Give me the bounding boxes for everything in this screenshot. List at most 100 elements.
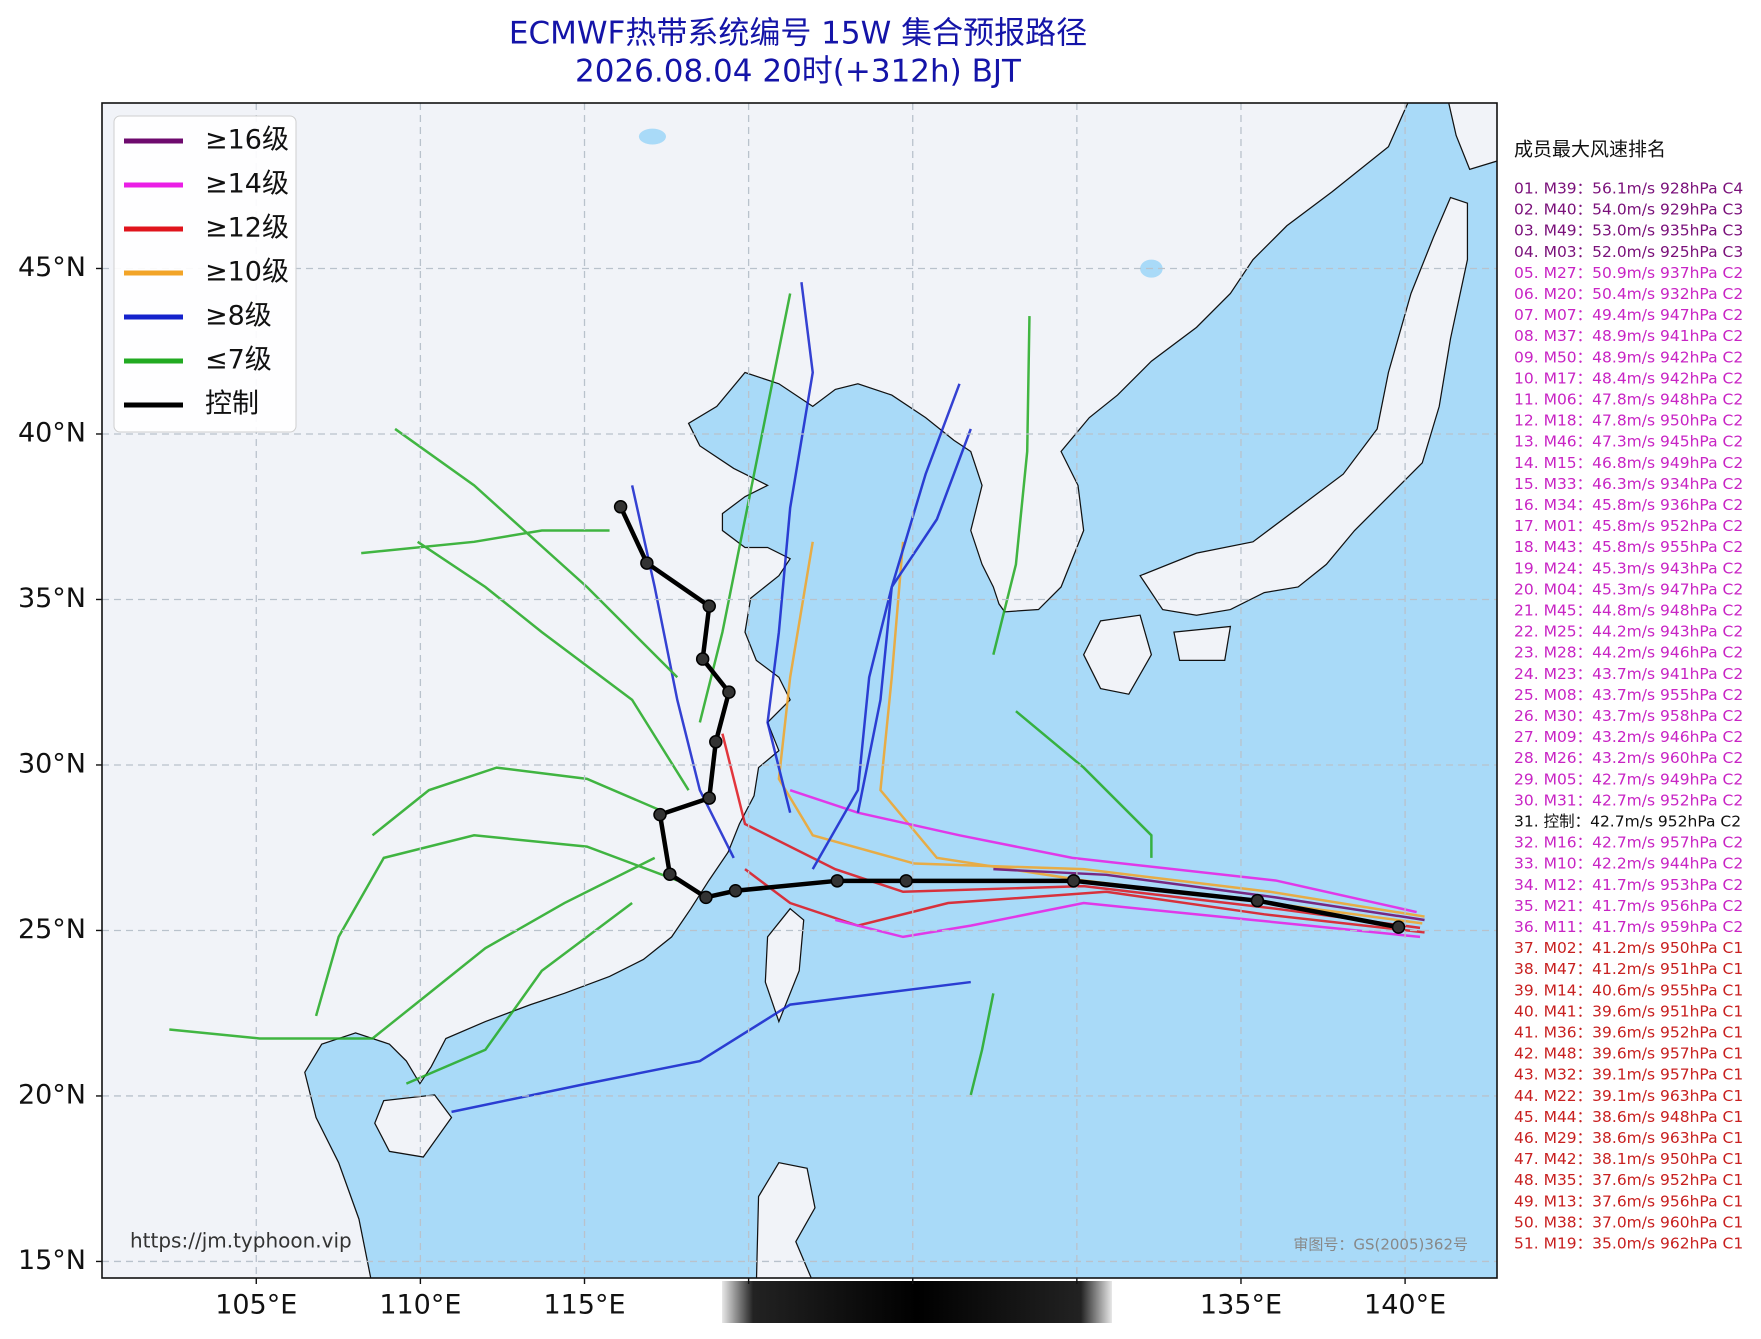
ranking-entry: 45. M44：38.6m/s 948hPa C1 bbox=[1514, 1108, 1743, 1126]
track-point bbox=[830, 874, 844, 888]
x-tick-label: 115°E bbox=[543, 1290, 625, 1321]
track-point bbox=[699, 890, 713, 905]
ranking-entry: 46. M29：38.6m/s 963hPa C1 bbox=[1514, 1129, 1743, 1147]
legend-label: ≥8级 bbox=[205, 301, 272, 332]
ranking-entry: 39. M14：40.6m/s 955hPa C1 bbox=[1514, 981, 1743, 999]
luzon bbox=[755, 1161, 816, 1278]
ranking-entry: 27. M09：43.2m/s 946hPa C2 bbox=[1514, 728, 1743, 746]
ranking-entry: 19. M24：45.3m/s 943hPa C2 bbox=[1514, 559, 1743, 577]
map-area bbox=[102, 103, 1497, 1278]
track-point bbox=[709, 735, 723, 749]
ranking-entry: 16. M34：45.8m/s 936hPa C2 bbox=[1514, 496, 1743, 514]
ranking-entry: 05. M27：50.9m/s 937hPa C2 bbox=[1514, 264, 1743, 282]
ranking-entry: 35. M21：41.7m/s 956hPa C2 bbox=[1514, 897, 1743, 915]
ranking-entry: 03. M49：53.0m/s 935hPa C3 bbox=[1514, 222, 1743, 240]
legend-label: ≥16级 bbox=[205, 125, 289, 156]
track-point bbox=[640, 556, 654, 570]
kyushu bbox=[1082, 614, 1153, 695]
track-point bbox=[899, 874, 913, 888]
x-tick-label: 110°E bbox=[379, 1290, 461, 1321]
hainan bbox=[374, 1094, 453, 1158]
ranking-entry: 29. M05：42.7m/s 949hPa C2 bbox=[1514, 770, 1743, 788]
plot-frame bbox=[101, 102, 1498, 1279]
map-title: ECMWF热带系统编号 15W 集合预报路径 bbox=[509, 16, 1087, 52]
ranking-entry: 09. M50：48.9m/s 942hPa C2 bbox=[1514, 348, 1743, 366]
ranking-entry: 40. M41：39.6m/s 951hPa C1 bbox=[1514, 1002, 1743, 1020]
ranking-entry: 48. M35：37.6m/s 952hPa C1 bbox=[1514, 1171, 1743, 1189]
ranking-entry: 51. M19：35.0m/s 962hPa C1 bbox=[1514, 1235, 1743, 1253]
grid bbox=[102, 103, 1497, 1278]
map-subtitle: 2026.08.04 20时(+312h) BJT bbox=[575, 54, 1022, 90]
x-tick-label: 135°E bbox=[1200, 1290, 1282, 1321]
ranking-entry: 24. M23：43.7m/s 941hPa C2 bbox=[1514, 665, 1743, 683]
ranking-entry: 06. M20：50.4m/s 932hPa C2 bbox=[1514, 285, 1743, 303]
ranking-entry: 01. M39：56.1m/s 928hPa C4 bbox=[1514, 180, 1743, 198]
ranking-entry: 49. M13：37.6m/s 956hPa C1 bbox=[1514, 1192, 1743, 1210]
ranking-entry: 22. M25：44.2m/s 943hPa C2 bbox=[1514, 623, 1743, 641]
track-point bbox=[1066, 874, 1081, 888]
y-tick-label: 20°N bbox=[18, 1079, 86, 1110]
honshu bbox=[1139, 196, 1469, 616]
ranking-entry: 36. M11：41.7m/s 959hPa C2 bbox=[1514, 918, 1743, 936]
ranking-entry: 38. M47：41.2m/s 951hPa C1 bbox=[1514, 960, 1743, 978]
track-point bbox=[1250, 893, 1265, 908]
ranking-entry: 07. M07：49.4m/s 947hPa C2 bbox=[1514, 306, 1743, 324]
y-tick-label: 15°N bbox=[18, 1245, 86, 1276]
ranking-entry: 23. M28：44.2m/s 946hPa C2 bbox=[1514, 644, 1743, 662]
ranking-entry: 15. M33：46.3m/s 934hPa C2 bbox=[1514, 475, 1743, 493]
ranking-entry: 12. M18：47.8m/s 950hPa C2 bbox=[1514, 412, 1743, 430]
ranking-entry: 31. 控制：42.7m/s 952hPa C2 bbox=[1514, 813, 1741, 831]
ranking-entry: 26. M30：43.7m/s 958hPa C2 bbox=[1514, 707, 1743, 725]
shikoku bbox=[1173, 625, 1232, 661]
ranking-entry: 02. M40：54.0m/s 929hPa C3 bbox=[1514, 201, 1743, 219]
hokkaido bbox=[1448, 103, 1497, 171]
ranking-entry: 30. M31：42.7m/s 952hPa C2 bbox=[1514, 791, 1743, 809]
legend-box bbox=[113, 115, 297, 433]
ranking-list: 成员最大风速排名 01. M39：56.1m/s 928hPa C4 02. M4… bbox=[1514, 139, 1743, 1253]
ranking-entry: 17. M01：45.8m/s 952hPa C2 bbox=[1514, 517, 1743, 535]
ranking-entry: 50. M38：37.0m/s 960hPa C1 bbox=[1514, 1213, 1743, 1231]
y-tick-label: 40°N bbox=[18, 417, 86, 448]
track-point bbox=[722, 685, 736, 699]
track-point bbox=[653, 807, 667, 822]
control-track bbox=[618, 505, 1399, 930]
ranking-entry: 25. M08：43.7m/s 955hPa C2 bbox=[1514, 686, 1743, 704]
y-tick-label: 35°N bbox=[18, 583, 86, 614]
ranking-entry: 34. M12：41.7m/s 953hPa C2 bbox=[1514, 876, 1743, 894]
legend-label: ≥10级 bbox=[205, 257, 289, 288]
track-point bbox=[695, 652, 710, 666]
ranking-entry: 47. M42：38.1m/s 950hPa C1 bbox=[1514, 1150, 1743, 1168]
y-tick-label: 45°N bbox=[18, 252, 86, 283]
ranking-entry: 33. M10：42.2m/s 944hPa C2 bbox=[1514, 855, 1743, 873]
redaction-bar bbox=[722, 1281, 1112, 1323]
x-tick-label: 105°E bbox=[215, 1290, 297, 1321]
legend-label: ≥12级 bbox=[205, 213, 289, 244]
legend-label: ≥14级 bbox=[205, 169, 289, 200]
source-url: https://jm.typhoon.vip bbox=[130, 1229, 352, 1253]
ranking-entry: 14. M15：46.8m/s 949hPa C2 bbox=[1514, 454, 1743, 472]
x-tick-label: 140°E bbox=[1364, 1290, 1446, 1321]
ranking-entry: 37. M02：41.2m/s 950hPa C1 bbox=[1514, 939, 1743, 957]
approval-number: 审图号：GS(2005)362号 bbox=[1293, 1236, 1468, 1254]
ranking-entry: 28. M26：43.2m/s 960hPa C2 bbox=[1514, 749, 1743, 767]
ranking-entry: 21. M45：44.8m/s 948hPa C2 bbox=[1514, 602, 1743, 620]
track-point bbox=[663, 867, 677, 881]
track-point bbox=[613, 500, 628, 514]
ranking-entry: 08. M37：48.9m/s 941hPa C2 bbox=[1514, 327, 1743, 345]
legend-label: 控制 bbox=[205, 389, 259, 420]
y-tick-label: 30°N bbox=[18, 748, 86, 779]
track-point bbox=[1391, 920, 1406, 934]
ranking-entry: 20. M04：45.3m/s 947hPa C2 bbox=[1514, 580, 1743, 598]
track-point bbox=[728, 883, 743, 898]
tracks bbox=[613, 500, 1406, 934]
ranking-entry: 11. M06：47.8m/s 948hPa C2 bbox=[1514, 391, 1743, 409]
track-point bbox=[702, 599, 716, 613]
ranking-entry: 44. M22：39.1m/s 963hPa C1 bbox=[1514, 1087, 1743, 1105]
lake bbox=[638, 128, 666, 145]
ranking-entry: 43. M32：39.1m/s 957hPa C1 bbox=[1514, 1066, 1743, 1084]
ranking-entry: 13. M46：47.3m/s 945hPa C2 bbox=[1514, 433, 1743, 451]
ranking-entry: 18. M43：45.8m/s 955hPa C2 bbox=[1514, 538, 1743, 556]
ranking-title: 成员最大风速排名 bbox=[1514, 139, 1666, 161]
